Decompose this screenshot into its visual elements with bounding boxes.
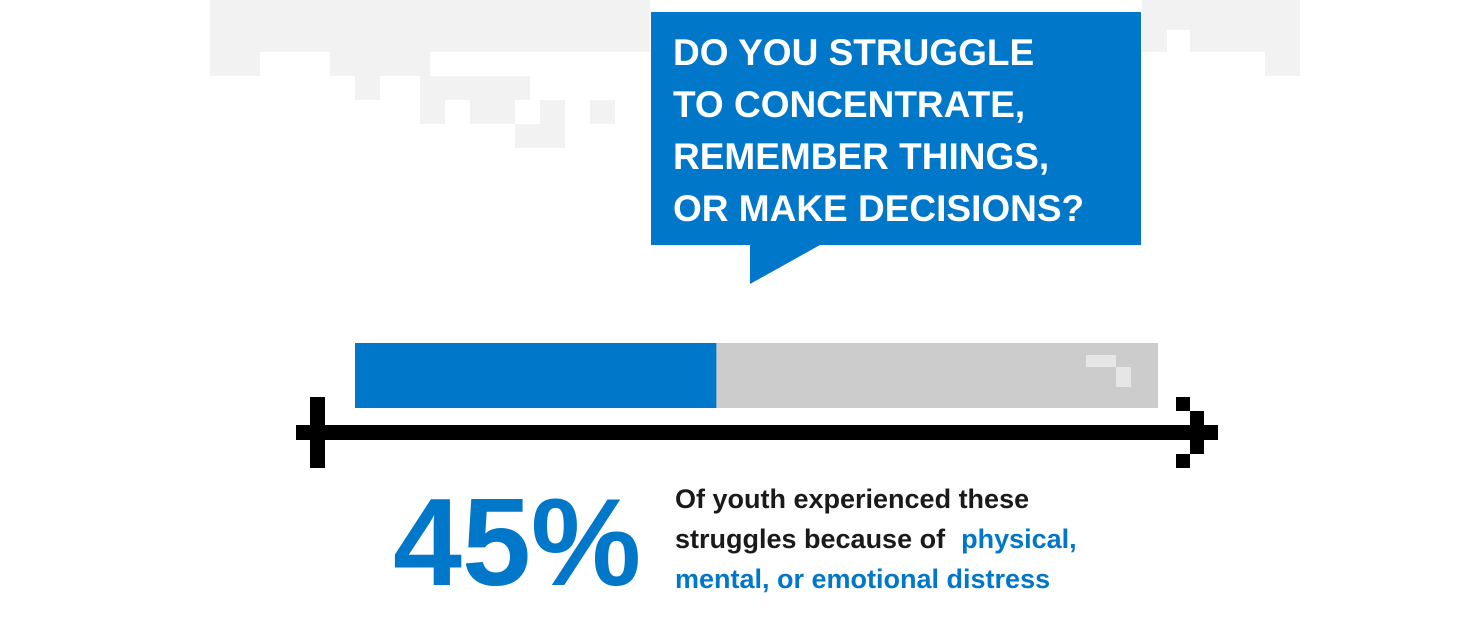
bar-fill (355, 343, 717, 408)
speech-bubble (651, 12, 1141, 284)
stat-value: 45% (393, 474, 641, 612)
description-part: physical, (961, 524, 1077, 554)
axis (296, 397, 1218, 468)
description-line: struggles because of physical, (675, 524, 1077, 554)
description-line: mental, or emotional distress (675, 564, 1050, 594)
question: DO YOU STRUGGLE TO CONCENTRATE, REMEMBER T… (673, 32, 1084, 229)
question-line: DO YOU STRUGGLE (673, 32, 1034, 73)
description-part: Of youth experienced these (675, 484, 1029, 514)
pixel-sky (210, 0, 1300, 148)
description: Of youth experienced these struggles beca… (675, 484, 1077, 594)
question-line: REMEMBER THINGS, (673, 136, 1049, 177)
progress-bar (355, 343, 1158, 408)
question-line: OR MAKE DECISIONS? (673, 188, 1084, 229)
description-part: struggles because of (675, 524, 946, 554)
question-line: TO CONCENTRATE, (673, 84, 1025, 125)
bar-scale (355, 343, 717, 408)
description-line: Of youth experienced these (675, 484, 1029, 514)
description-part: mental, or emotional distress (675, 564, 1050, 594)
